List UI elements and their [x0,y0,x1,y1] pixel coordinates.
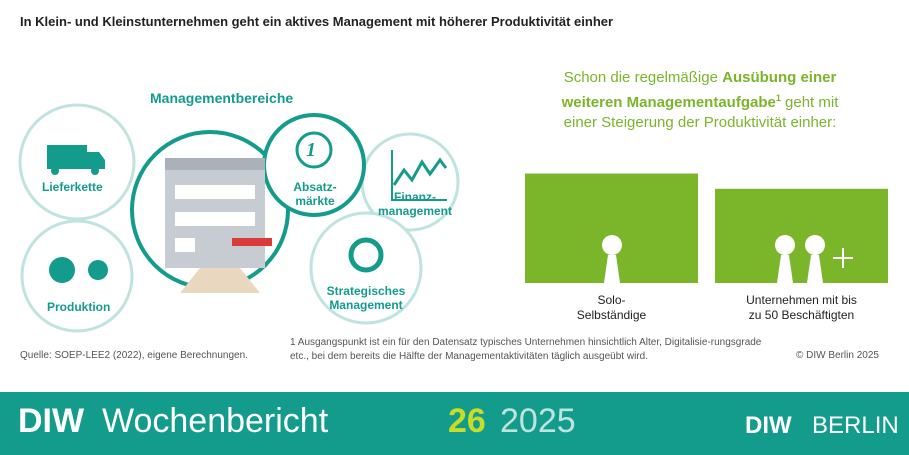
footer-band [0,392,909,455]
subtitle: Schon die regelmäßige Ausübung einer wei… [545,68,855,133]
issue: 26 [448,402,486,440]
bar [715,188,888,283]
pawn [604,255,620,283]
pawn [777,255,793,283]
category-label: Solo- Selbständige [576,293,647,322]
footnote: 1 Ausgangspunkt ist ein für den Datensat… [290,337,762,362]
node-label: Produktion [47,300,111,314]
heading: Managementbereiche [150,90,294,106]
source: Quelle: SOEP-LEE2 (2022), eigene Berechn… [20,350,248,361]
subtitle-part: Schon die regelmäßige [563,69,723,86]
node-label: Absatz- märkte [293,180,337,208]
pawn [775,235,795,255]
publication: Wochenbericht [102,402,329,440]
year: 2025 [500,402,576,440]
building [165,158,272,293]
node-label: Finanz- management [377,190,453,218]
pawn [807,255,823,283]
logo: DIW [745,412,792,439]
node-label: Strategisches Management [326,284,406,312]
subtitle-part: geht mit einer Steigerung der Produktivi… [563,94,839,131]
title: In Klein- und Kleinstunternehmen geht ei… [20,14,614,29]
badge: 1 [306,139,316,161]
subtitle-part: Ausübung einer weiteren Managementaufgab… [561,69,837,111]
brand: DIW [18,402,85,440]
plus [833,248,853,268]
value-label: +13,6 % [579,147,644,169]
copyright: © DIW Berlin 2025 [796,350,879,361]
subtitle-part: 1 [775,93,781,103]
node-label: Lieferkette [42,180,103,194]
logo: BERLIN [812,412,899,439]
icons [47,131,448,283]
pawn [602,235,622,255]
value-label: +11,7 % [769,162,834,184]
pawn [805,235,825,255]
category-label: Unternehmen mit bis zu 50 Beschäftigten [746,293,857,322]
